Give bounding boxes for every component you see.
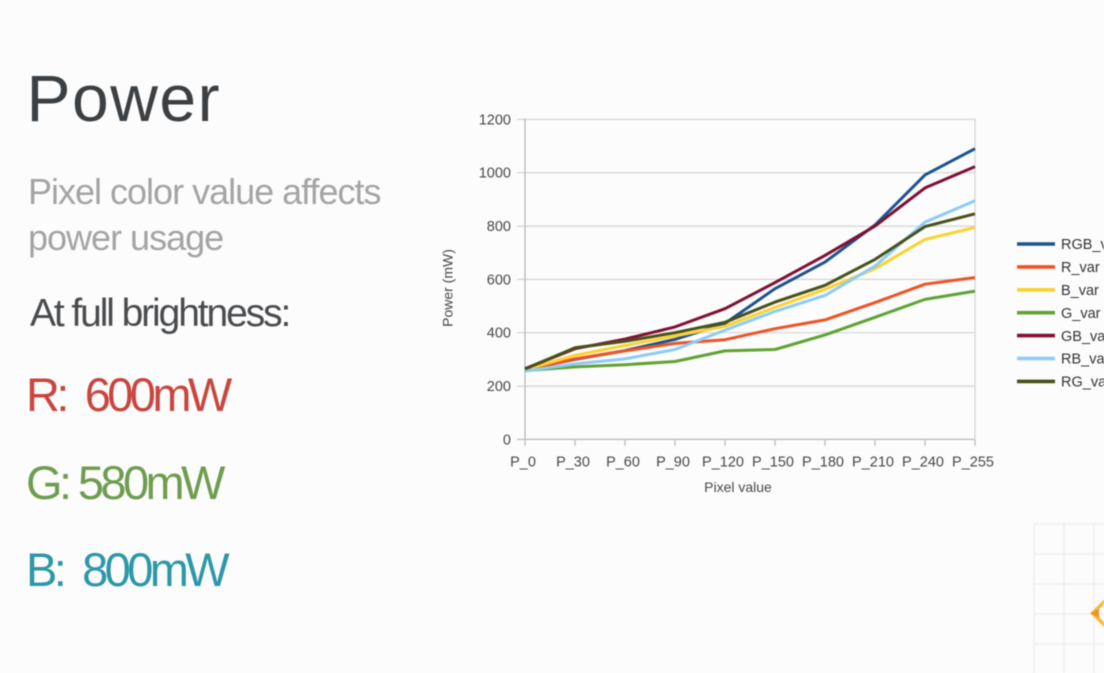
svg-text:B_var: B_var [1061,283,1099,299]
svg-text:200: 200 [487,379,511,395]
svg-text:800: 800 [487,219,511,235]
svg-text:P_90: P_90 [656,454,690,470]
svg-text:Pixel value: Pixel value [704,479,772,495]
svg-text:P_30: P_30 [556,454,590,470]
svg-text:400: 400 [487,326,511,342]
svg-text:RGB_var: RGB_var [1061,237,1104,253]
svg-text:1200: 1200 [479,112,511,128]
svg-text:P_60: P_60 [606,454,640,470]
svg-text:1000: 1000 [479,166,511,182]
svg-text:R_var: R_var [1061,260,1100,276]
svg-text:600: 600 [487,272,511,288]
svg-text:P_120: P_120 [702,454,744,470]
svg-text:P_150: P_150 [752,454,794,470]
svg-text:RG_var: RG_var [1061,375,1104,391]
svg-text:P_210: P_210 [852,454,894,470]
svg-text:G_var: G_var [1061,306,1101,322]
svg-text:GB_var: GB_var [1061,329,1104,345]
svg-text:RB_var: RB_var [1061,352,1104,368]
svg-text:Power (mW): Power (mW) [439,249,455,327]
svg-text:P_255: P_255 [952,454,994,470]
svg-text:0: 0 [503,432,511,448]
svg-text:P_240: P_240 [902,454,944,470]
svg-text:P_180: P_180 [802,454,844,470]
svg-text:P_0: P_0 [510,454,536,470]
